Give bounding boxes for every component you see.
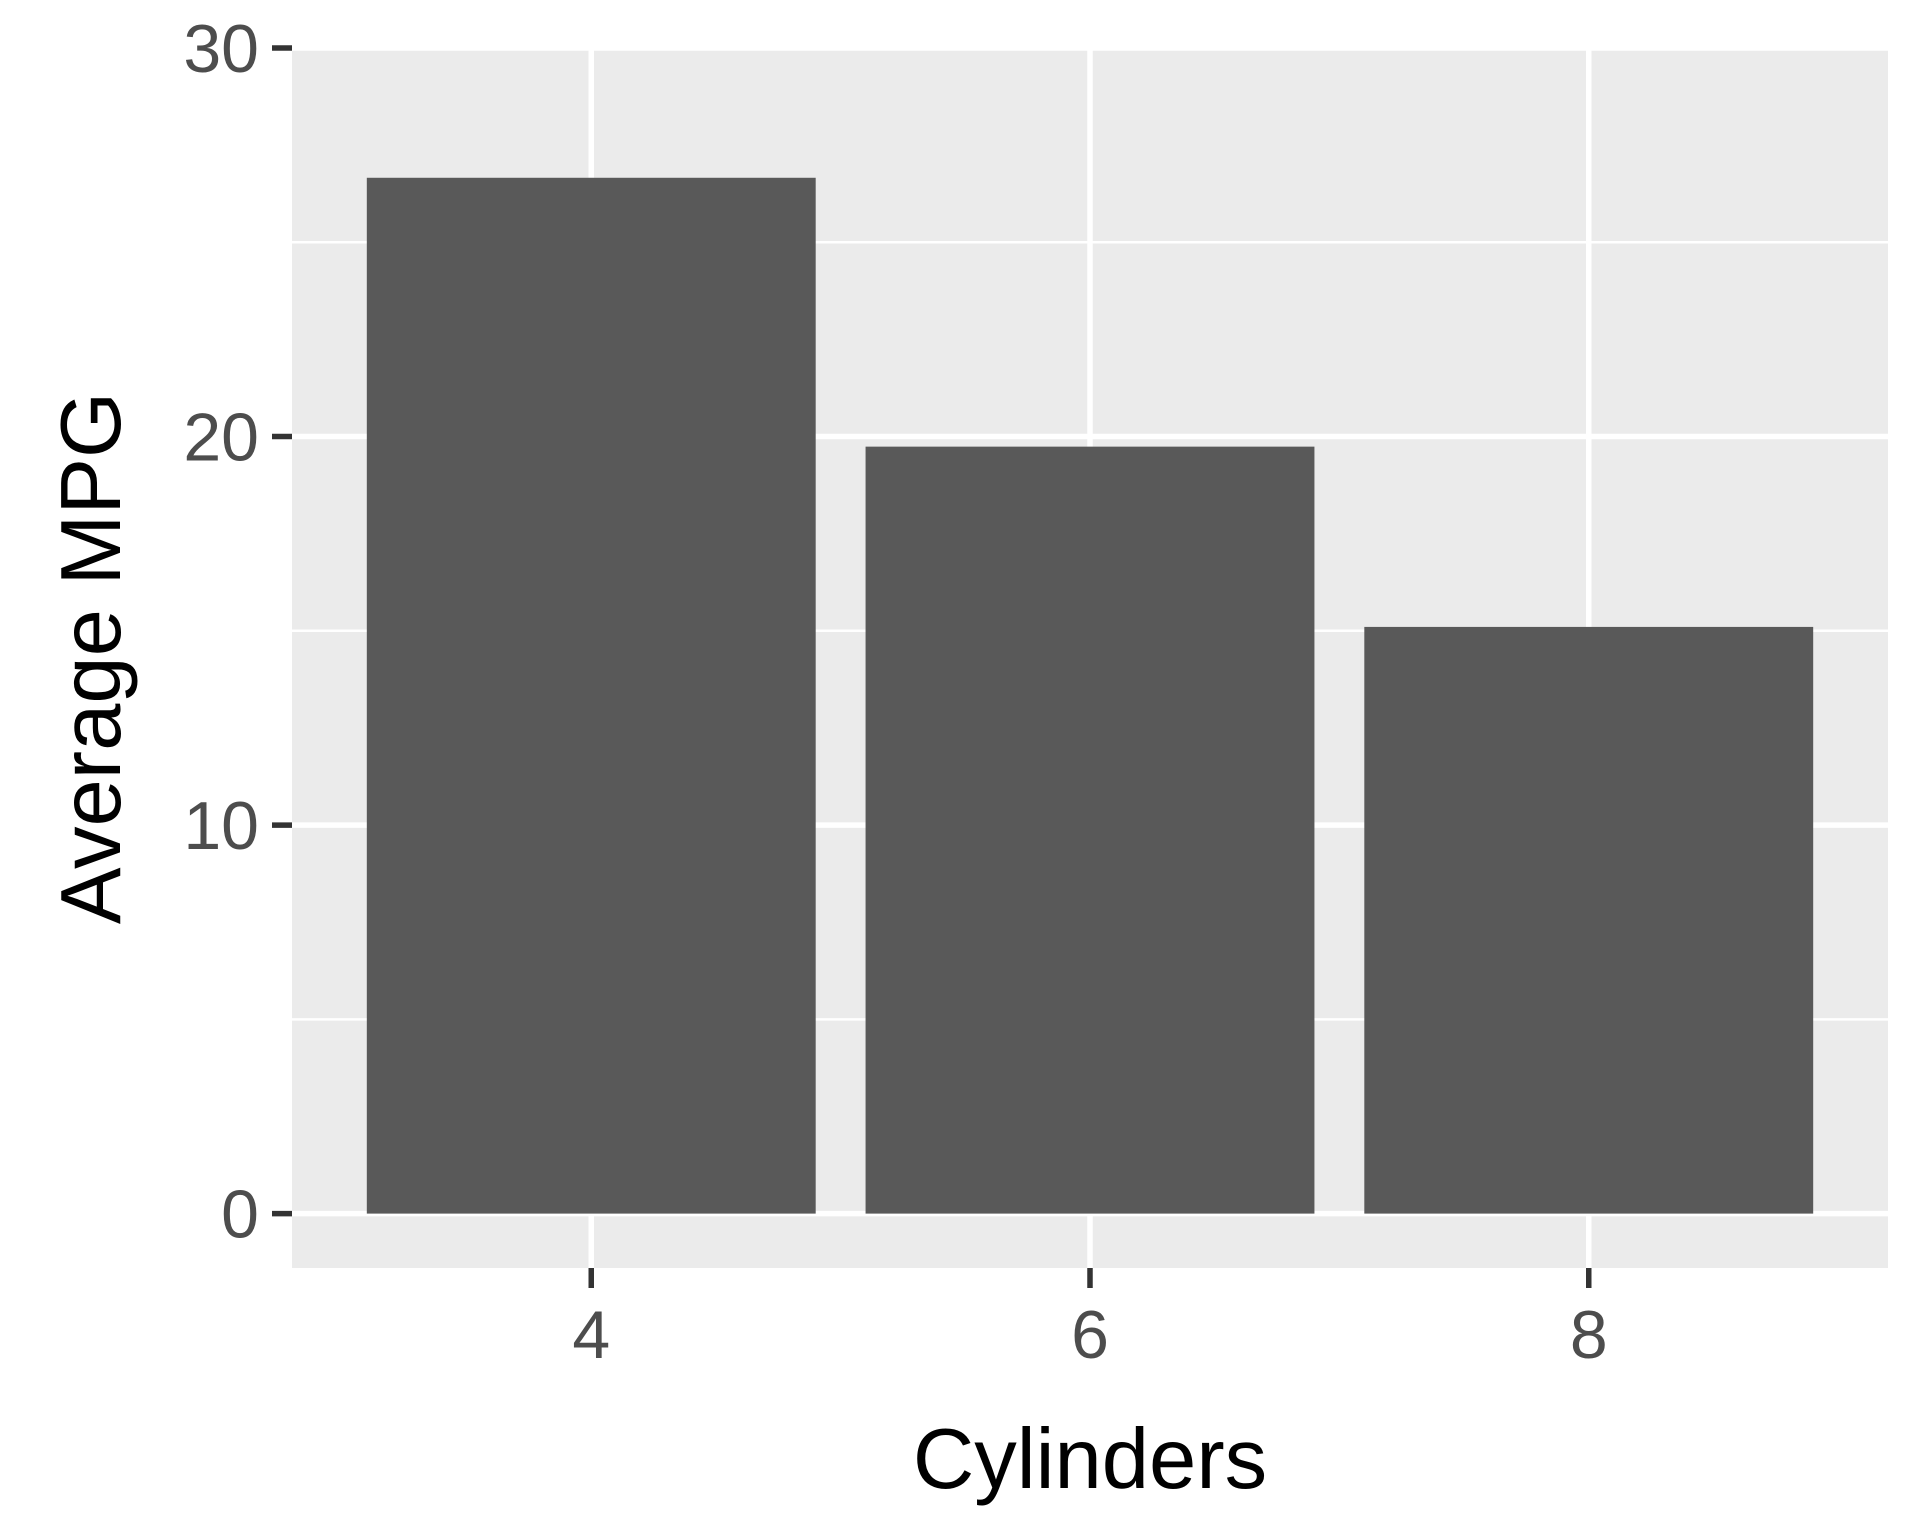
- y-axis: 0 10 20 30: [183, 11, 292, 1253]
- x-tick-label: 6: [1071, 1297, 1109, 1373]
- x-tick-label: 8: [1570, 1297, 1608, 1373]
- x-axis: 4 6 8: [572, 1268, 1608, 1373]
- y-tick-label: 30: [183, 11, 259, 87]
- y-axis-title: Average MPG: [44, 392, 139, 924]
- x-tick-label: 4: [572, 1297, 610, 1373]
- bar-cyl-8: [1364, 626, 1814, 1214]
- x-axis-title: Cylinders: [913, 1412, 1267, 1507]
- y-tick-label: 20: [183, 400, 259, 476]
- y-tick-label: 10: [183, 788, 259, 864]
- bars: [366, 177, 1814, 1214]
- bar-cyl-4: [366, 177, 816, 1214]
- y-tick-label: 0: [221, 1177, 259, 1253]
- bar-cyl-6: [865, 446, 1315, 1214]
